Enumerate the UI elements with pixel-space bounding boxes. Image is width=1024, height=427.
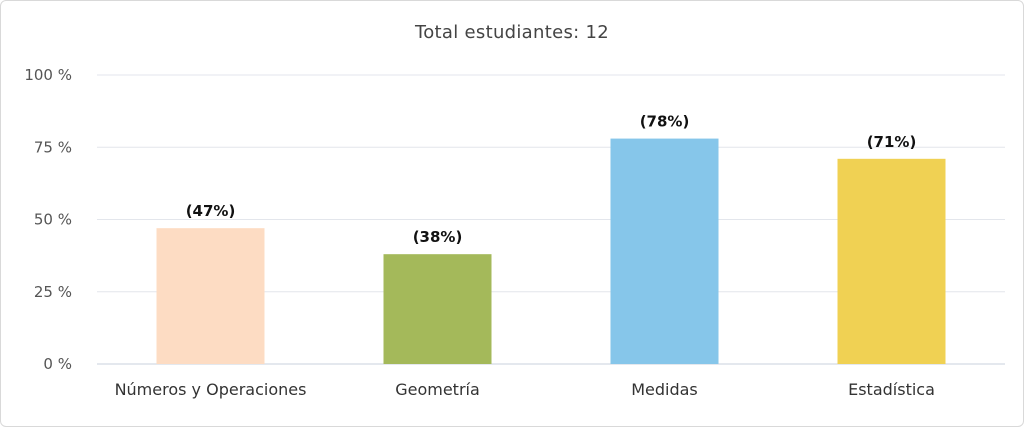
bar-2[interactable] <box>383 254 492 364</box>
y-tick-label-75: 75 % <box>34 138 72 156</box>
y-tick-label-50: 50 % <box>34 211 72 229</box>
chart-title: Total estudiantes: 12 <box>414 22 610 43</box>
data-label-3: (78%) <box>640 113 690 131</box>
y-tick-label-0: 0 % <box>43 355 72 373</box>
bar-3[interactable] <box>610 138 719 364</box>
category-label-3: Medidas <box>631 380 698 399</box>
y-tick-label-25: 25 % <box>34 283 72 301</box>
data-label-4: (71%) <box>867 133 917 151</box>
bar-4[interactable] <box>837 158 946 364</box>
category-label-4: Estadística <box>848 380 935 399</box>
data-label-1: (47%) <box>186 202 236 220</box>
category-label-2: Geometría <box>395 380 480 399</box>
bar-1[interactable] <box>156 228 265 364</box>
data-label-2: (38%) <box>413 228 463 246</box>
category-label-1: Números y Operaciones <box>115 380 307 399</box>
y-tick-label-100: 100 % <box>24 66 72 84</box>
